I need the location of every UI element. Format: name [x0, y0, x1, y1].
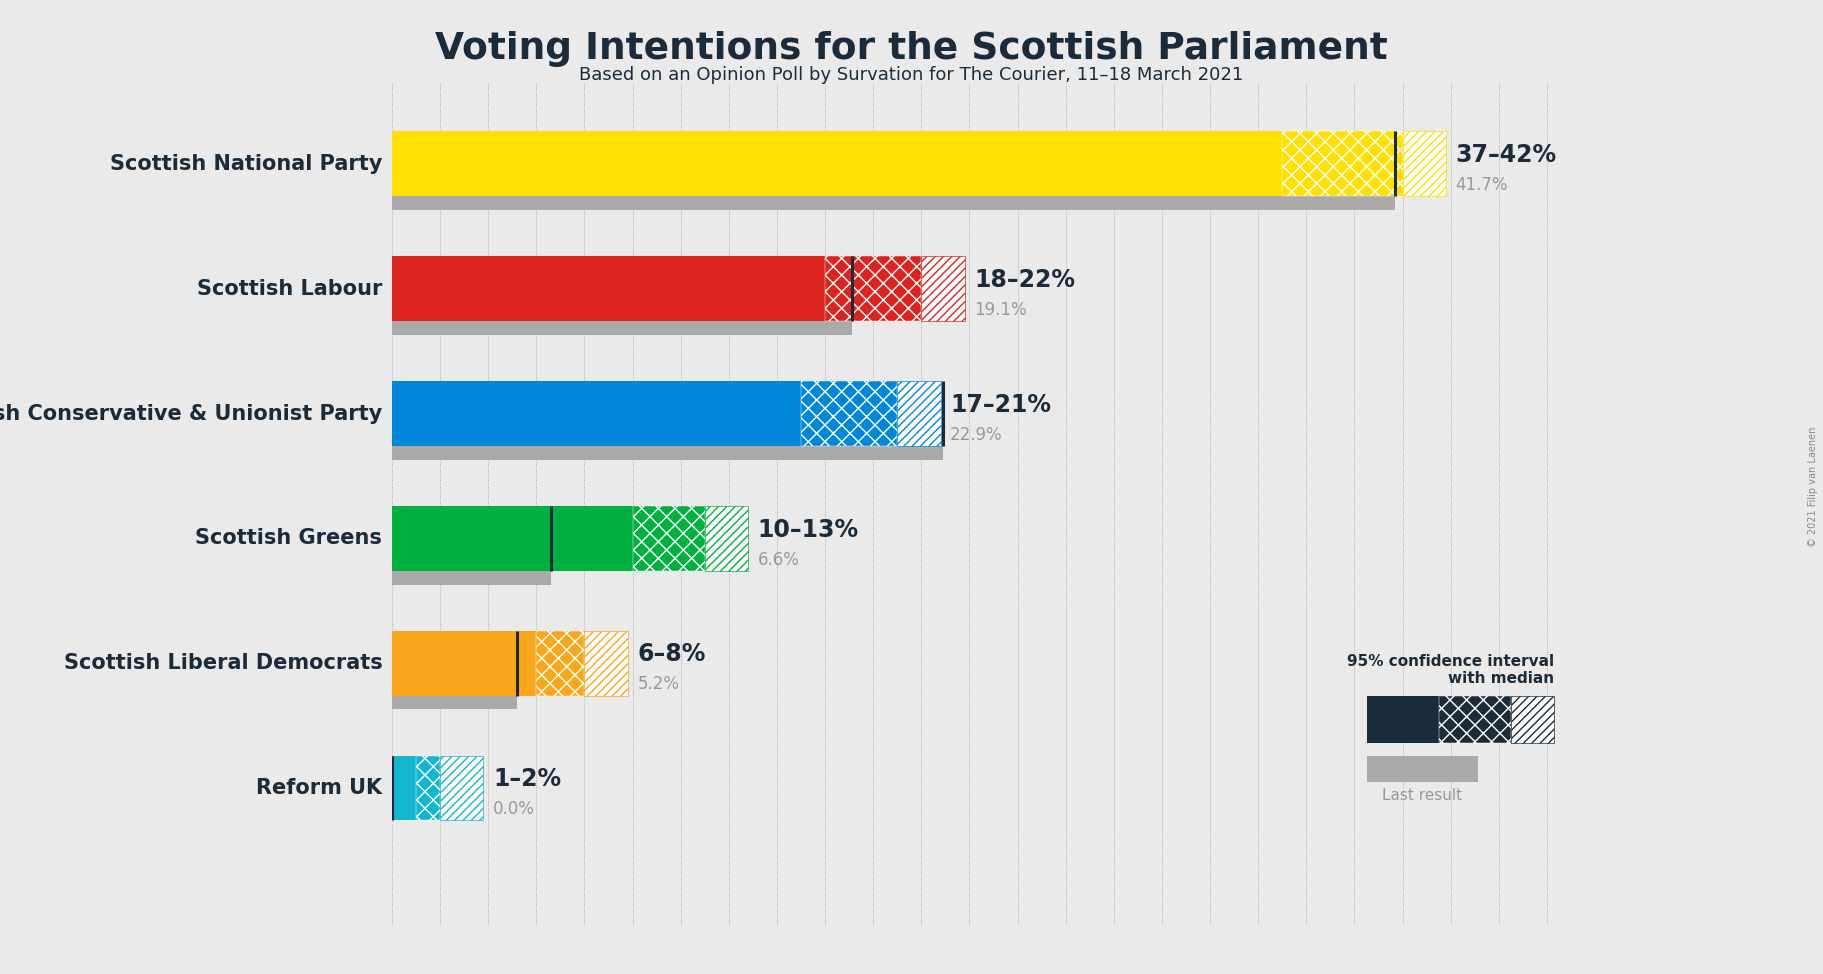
Bar [897, 381, 941, 446]
Text: Scottish National Party: Scottish National Party [109, 154, 383, 174]
Text: 19.1%: 19.1% [973, 301, 1026, 318]
Text: 6–8%: 6–8% [638, 643, 706, 666]
Bar [392, 310, 851, 335]
Bar [706, 506, 747, 571]
Bar [392, 256, 826, 321]
Text: 6.6%: 6.6% [758, 550, 800, 569]
Bar [1511, 695, 1555, 743]
Bar [1367, 695, 1438, 743]
Bar [392, 631, 536, 695]
Text: Last result: Last result [1382, 788, 1462, 804]
Bar [392, 131, 1282, 197]
Text: Scottish Liberal Democrats: Scottish Liberal Democrats [64, 654, 383, 673]
Bar [439, 756, 483, 820]
Bar [921, 256, 964, 321]
Text: 10–13%: 10–13% [758, 517, 859, 542]
Bar [392, 685, 518, 709]
Text: 41.7%: 41.7% [1455, 176, 1508, 194]
Bar [1367, 756, 1478, 782]
Bar [392, 381, 800, 446]
Bar [826, 256, 921, 321]
Bar [392, 434, 942, 460]
Text: 17–21%: 17–21% [950, 393, 1052, 417]
Text: Scottish Conservative & Unionist Party: Scottish Conservative & Unionist Party [0, 403, 383, 424]
Text: Scottish Labour: Scottish Labour [197, 279, 383, 299]
Bar [1438, 695, 1511, 743]
Bar [585, 631, 627, 695]
Bar [1282, 131, 1402, 197]
Text: 1–2%: 1–2% [492, 768, 561, 791]
Bar [633, 506, 706, 571]
Bar [392, 560, 551, 584]
Bar [416, 756, 439, 820]
Bar [392, 506, 633, 571]
Text: Based on an Opinion Poll by Survation for The Courier, 11–18 March 2021: Based on an Opinion Poll by Survation fo… [580, 66, 1243, 84]
Bar [392, 185, 1395, 210]
Text: Voting Intentions for the Scottish Parliament: Voting Intentions for the Scottish Parli… [436, 31, 1387, 67]
Text: 22.9%: 22.9% [950, 426, 1003, 444]
Text: 18–22%: 18–22% [973, 268, 1076, 292]
Bar [1402, 131, 1446, 197]
Text: © 2021 Filip van Laenen: © 2021 Filip van Laenen [1808, 427, 1818, 547]
Text: 0.0%: 0.0% [492, 801, 534, 818]
Text: 37–42%: 37–42% [1455, 143, 1557, 168]
Bar [800, 381, 897, 446]
Bar [536, 631, 585, 695]
Bar [392, 756, 416, 820]
Text: 95% confidence interval
with median: 95% confidence interval with median [1347, 654, 1555, 686]
Text: Reform UK: Reform UK [257, 778, 383, 798]
Text: Scottish Greens: Scottish Greens [195, 528, 383, 548]
Text: 5.2%: 5.2% [638, 675, 680, 693]
